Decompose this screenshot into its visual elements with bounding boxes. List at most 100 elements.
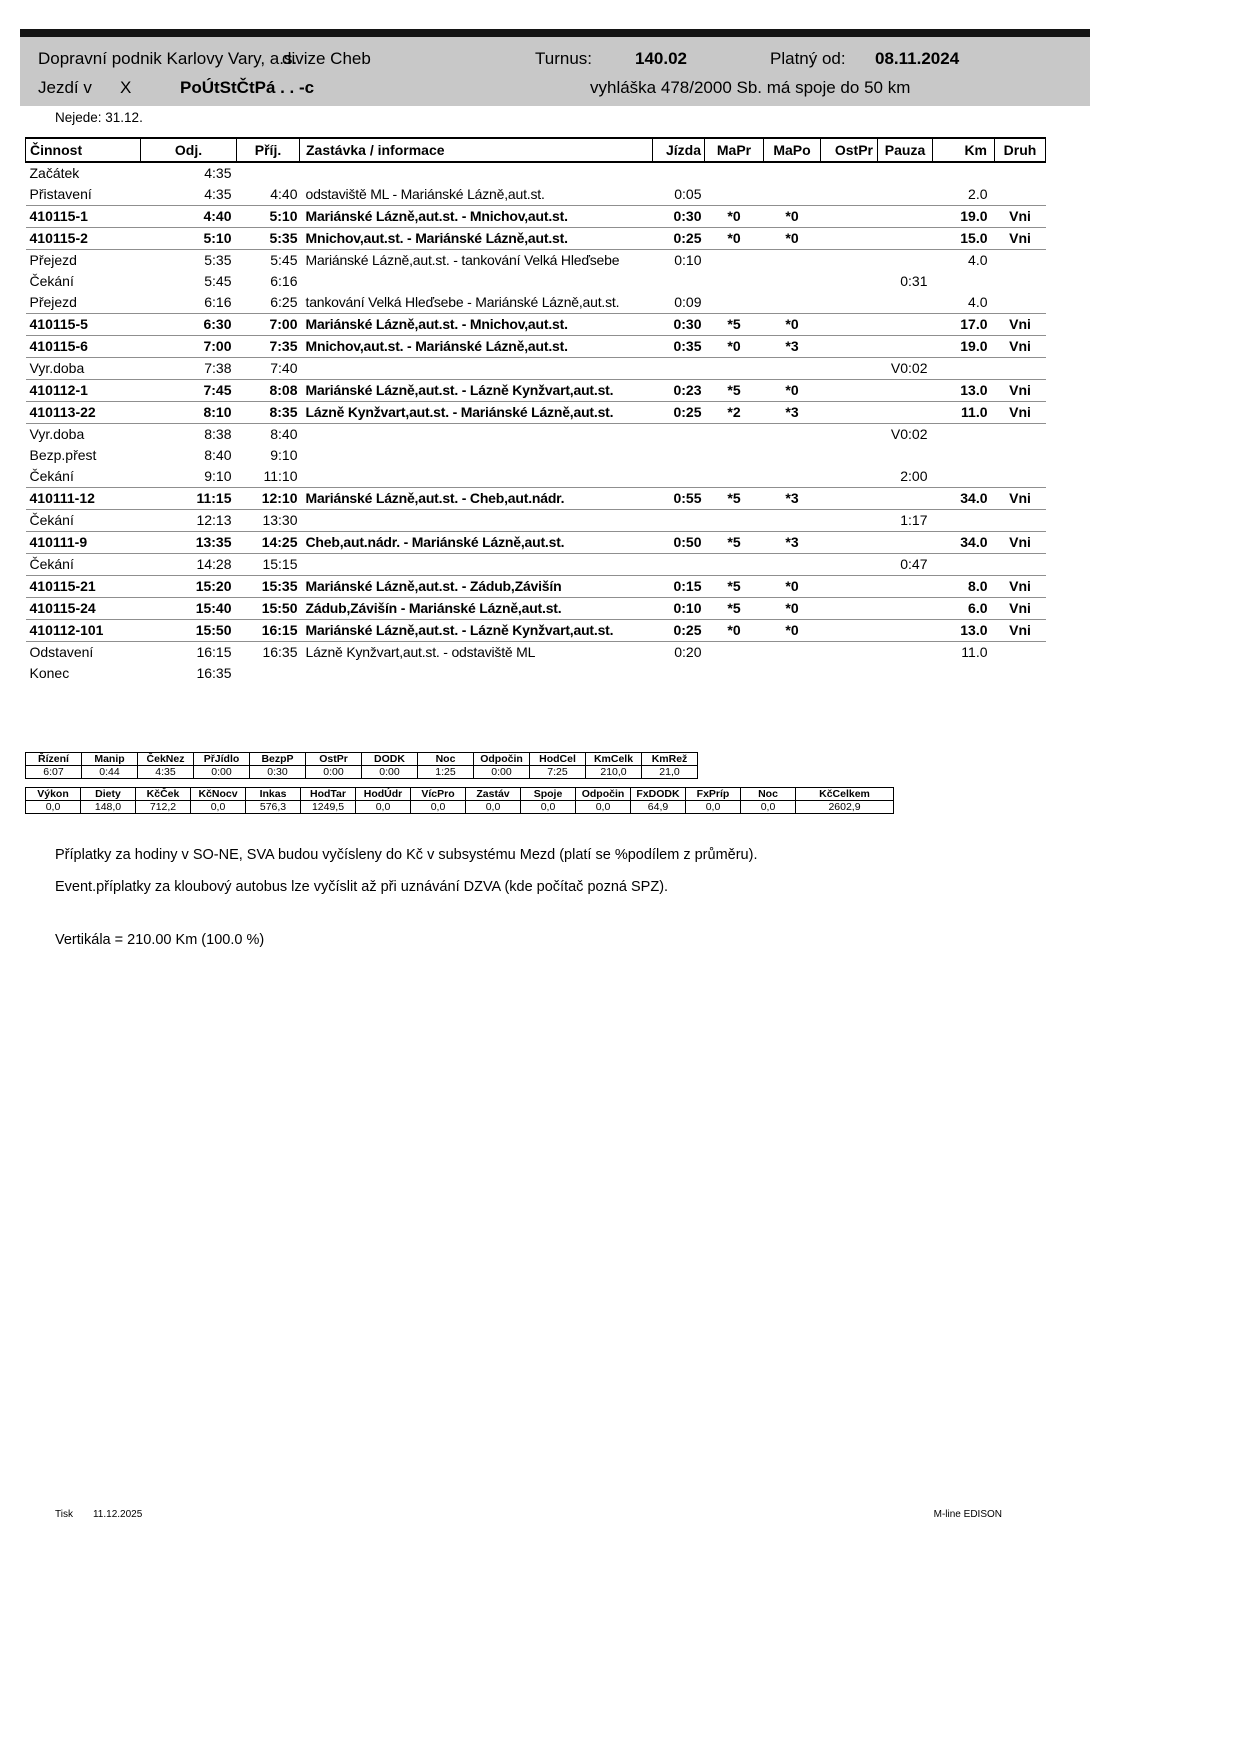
cell-mapr: [705, 271, 764, 292]
cell-arrival: 11:10: [263, 468, 298, 484]
cell-ride-time: [653, 445, 705, 466]
cell-departure: 6:30: [140, 313, 237, 336]
cell-mapo: *3: [763, 401, 821, 424]
cell-ride-time: [653, 162, 705, 184]
cell-stop-info: odstaviště ML - Mariánské Lázně,aut.st.: [305, 186, 545, 202]
summary2-header: KčČek: [135, 787, 191, 801]
header-box: Dopravní podnik Karlovy Vary, a.s. diviz…: [20, 37, 1090, 106]
cell-druh: Vni: [994, 487, 1046, 510]
summary1-value: 210,0: [585, 765, 642, 779]
cell-activity: Bezp.přest: [29, 447, 97, 463]
summary1-value: 0:00: [473, 765, 530, 779]
schedule-row: Čekání 14:28 15:15 0:47: [26, 554, 1046, 576]
cell-mapr: *0: [704, 335, 764, 358]
print-info: Tisk 11.12.2025: [55, 1509, 142, 1520]
cell-stop-info: Lázně Kynžvart,aut.st. - odstaviště ML: [305, 644, 536, 660]
schedule-row: Odstavení 16:15 16:35 Lázně Kynžvart,aut…: [26, 642, 1046, 664]
cell-ride-time: 0:10: [652, 597, 705, 620]
schedule-row: Bezp.přest 8:40 9:10: [26, 445, 1046, 466]
cell-arrival: 4:40: [270, 186, 298, 202]
cell-druh: [995, 292, 1046, 314]
summary1-header: BezpP: [249, 752, 306, 766]
summary1-value: 6:07: [25, 765, 82, 779]
cell-arrival: 5:10: [236, 205, 300, 228]
schedule-row: 410115-2 5:10 5:35 Mnichov,aut.st. - Mar…: [25, 227, 1046, 250]
summary2-header: Noc: [740, 787, 796, 801]
cell-km: 34.0: [932, 487, 995, 510]
cell-departure: 5:10: [140, 227, 237, 250]
schedule-row: Čekání 9:10 11:10 2:00: [26, 466, 1046, 488]
runs-on-code: X: [120, 78, 132, 97]
cell-ride-time: 0:55: [652, 487, 705, 510]
cell-mapo: *3: [763, 487, 821, 510]
cell-ride-time: 0:15: [652, 575, 705, 598]
cell-arrival: 6:16: [270, 273, 298, 289]
cell-ride-time: [653, 358, 705, 380]
cell-ostpr: [820, 597, 878, 620]
cell-pauza: [877, 575, 933, 598]
cell-mapr: *5: [704, 575, 764, 598]
schedule-row: 410112-101 15:50 16:15 Mariánské Lázně,a…: [25, 619, 1046, 642]
cell-mapo: [764, 184, 821, 206]
column-header: MaPr: [704, 137, 764, 163]
summary1-value: 4:35: [137, 765, 194, 779]
cell-activity: 410112-1: [25, 379, 141, 402]
cell-druh: Vni: [994, 531, 1046, 554]
cell-ostpr: [821, 250, 878, 272]
summary2-value: 148,0: [80, 800, 136, 814]
note-articulated-bus: Event.příplatky za kloubový autobus lze …: [55, 879, 669, 895]
summary2-header: VícPro: [410, 787, 466, 801]
cell-ostpr: [820, 575, 878, 598]
cell-druh: [995, 424, 1046, 446]
runs-on-label: Jezdí v: [38, 78, 92, 97]
cell-km: [933, 554, 995, 576]
cell-arrival: 7:40: [270, 360, 298, 376]
summary2-header: HodTar: [300, 787, 356, 801]
schedule-row: Přejezd 5:35 5:45 Mariánské Lázně,aut.st…: [26, 250, 1046, 272]
cell-arrival: 8:08: [236, 379, 300, 402]
summary2-header-row: Výkon Diety KčČek KčNocv Inkas HodTar HodÚdr Ví…: [25, 787, 894, 801]
cell-stop-info: [300, 271, 653, 292]
summary2-value: 64,9: [630, 800, 686, 814]
summary2-value: 0,0: [575, 800, 631, 814]
cell-km: [933, 663, 995, 684]
summary1-value: 7:25: [529, 765, 586, 779]
turnus-label: Turnus:: [535, 49, 593, 68]
cell-km: 11.0: [932, 401, 995, 424]
summary1-value: 0:00: [361, 765, 418, 779]
cell-stop-info: Zádub,Závišín - Mariánské Lázně,aut.st.: [299, 597, 653, 620]
cell-pauza: [878, 250, 933, 272]
cell-pauza: [877, 597, 933, 620]
cell-arrival: 15:15: [262, 556, 298, 572]
summary2-header: FxPríp: [685, 787, 741, 801]
summary1-value: 1:25: [417, 765, 474, 779]
cell-druh: [995, 358, 1046, 380]
cell-ride-time: 0:23: [652, 379, 705, 402]
cell-activity: 410111-9: [25, 531, 141, 554]
cell-druh: [995, 554, 1046, 576]
cell-pauza: [878, 162, 933, 184]
column-header: Pauza: [877, 137, 933, 163]
cell-ride-time: [653, 466, 705, 488]
cell-activity: 410113-22: [25, 401, 141, 424]
schedule-row: 410111-12 11:15 12:10 Mariánské Lázně,au…: [25, 487, 1046, 510]
cell-pauza: [878, 292, 933, 314]
summary2-header: KčCelkem: [795, 787, 894, 801]
cell-mapr: [705, 510, 764, 532]
cell-ride-time: [653, 554, 705, 576]
schedule-body: Začátek 4:35 Přistavení 4:35 4:40 odstav…: [25, 162, 1046, 684]
cell-stop-info: Cheb,aut.nádr. - Mariánské Lázně,aut.st.: [299, 531, 653, 554]
cell-departure: 13:35: [140, 531, 237, 554]
cell-activity: Čekání: [29, 273, 74, 289]
cell-mapr: *5: [704, 531, 764, 554]
cell-pauza: [877, 227, 933, 250]
summary1-value: 0:44: [81, 765, 138, 779]
cell-arrival: [237, 663, 300, 684]
summary2-header: FxDODK: [630, 787, 686, 801]
cell-activity: Konec: [29, 665, 70, 681]
cell-activity: 410111-12: [25, 487, 141, 510]
cell-ostpr: [821, 292, 878, 314]
valid-from-label: Platný od:: [770, 49, 846, 68]
cell-stop-info: Mariánské Lázně,aut.st. - Lázně Kynžvart…: [299, 619, 653, 642]
cell-druh: [995, 663, 1046, 684]
